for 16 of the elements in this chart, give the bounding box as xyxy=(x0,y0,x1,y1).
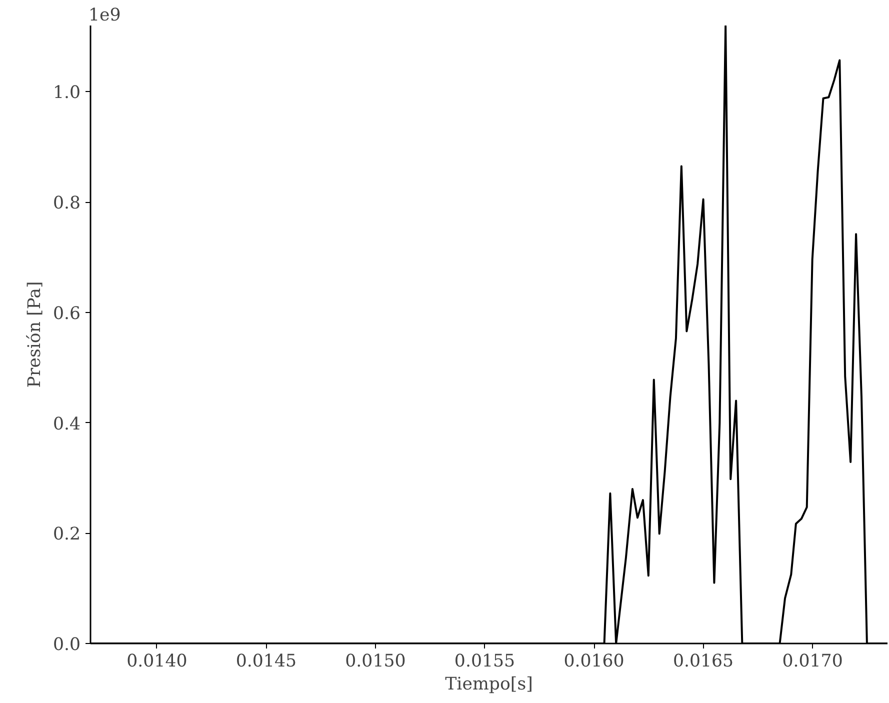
y-tick-label: 0.4 xyxy=(52,414,81,434)
y-tick-label: 0.0 xyxy=(52,635,81,655)
y-tick-label: 1.0 xyxy=(52,83,81,104)
y-tick-label: 0.6 xyxy=(52,304,81,324)
x-tick-label: 0.0145 xyxy=(236,652,297,672)
y-tick-label: 0.8 xyxy=(52,194,81,214)
x-tick-label: 0.0140 xyxy=(126,652,188,672)
y-axis-title: Presión [Pa] xyxy=(24,281,45,388)
x-tick-label: 0.0150 xyxy=(345,652,406,672)
text: 1e9 xyxy=(88,6,121,26)
x-tick-label: 0.0160 xyxy=(564,652,624,672)
x-axis-title: Tiempo[s] xyxy=(445,674,533,694)
x-tick-label: 0.0155 xyxy=(454,652,516,672)
x-tick-label: 0.0165 xyxy=(672,652,734,672)
x-tick-label: 0.0170 xyxy=(782,652,843,672)
y-tick-label: 0.2 xyxy=(52,524,81,545)
